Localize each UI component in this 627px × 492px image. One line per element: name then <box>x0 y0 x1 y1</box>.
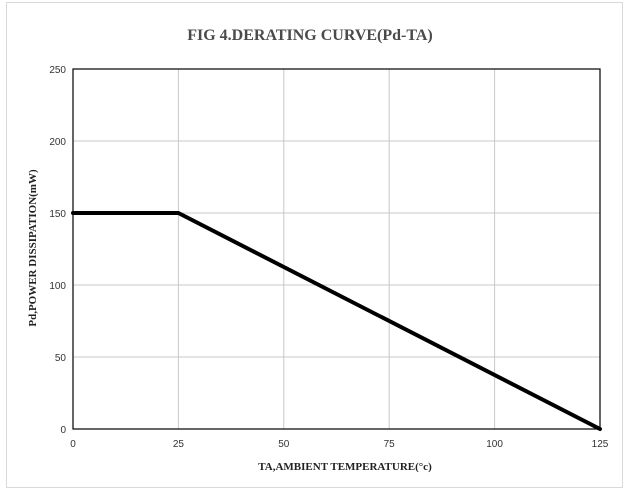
chart-title: FIG 4.DERATING CURVE(Pd-TA) <box>187 27 433 44</box>
y-tick-label: 100 <box>49 281 66 292</box>
x-tick-label: 25 <box>173 439 185 450</box>
x-tick-label: 0 <box>70 439 76 450</box>
x-tick-label: 75 <box>384 439 396 450</box>
y-tick-label: 150 <box>49 209 66 220</box>
y-tick-label: 50 <box>55 353 67 364</box>
grid <box>72 68 601 430</box>
y-axis-title: Pd,POWER DISSIPATION(mW) <box>27 169 39 327</box>
chart-frame <box>6 2 623 488</box>
x-tick-label: 100 <box>486 439 503 450</box>
x-axis-ticks: 0 25 50 75 100 125 <box>70 439 609 450</box>
plot-area <box>72 68 601 430</box>
series-group <box>71 211 602 431</box>
y-axis-ticks: 0 50 100 150 200 250 <box>49 65 66 436</box>
y-tick-label: 200 <box>49 137 66 148</box>
y-tick-label: 250 <box>49 65 66 76</box>
x-tick-label: 50 <box>278 439 290 450</box>
x-tick-label: 125 <box>592 439 609 450</box>
x-axis-title: TA,AMBIENT TEMPERATURE(°c) <box>258 461 432 473</box>
y-tick-label: 0 <box>60 425 66 436</box>
series-line-0 <box>71 211 602 431</box>
